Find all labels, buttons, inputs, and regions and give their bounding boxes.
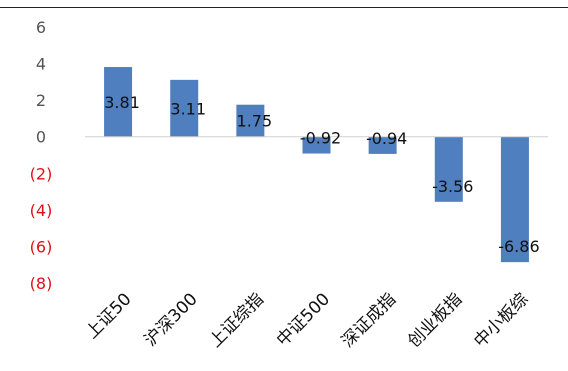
y-tick-label: (4) (30, 201, 53, 220)
data-label: -0.94 (366, 129, 407, 148)
top-rule (0, 7, 568, 8)
x-tick-label: 上证50 (82, 289, 135, 342)
bar (302, 136, 331, 154)
bar (434, 136, 463, 202)
y-tick-label: 6 (36, 18, 46, 37)
x-tick-label: 中小板综 (470, 289, 532, 351)
y-tick-label: 0 (36, 128, 46, 147)
bar (104, 67, 133, 137)
x-tick-label: 中证500 (273, 289, 334, 350)
data-label: -0.92 (300, 129, 341, 148)
bar (368, 136, 397, 154)
data-labels: 3.81 3.11 1.75 -0.92 -0.94 -3.56 -6.86 (104, 93, 539, 256)
x-tick-label: 深证成指 (338, 289, 400, 351)
x-axis-ticks: 上证50 沪深300 上证综指 中证500 深证成指 创业板指 中小板综 (82, 289, 532, 351)
bars (104, 67, 529, 263)
data-label: 1.75 (237, 112, 273, 131)
y-tick-label: (6) (30, 237, 53, 256)
bar (236, 104, 265, 137)
y-tick-label: (8) (30, 274, 53, 293)
data-label: -6.86 (498, 237, 539, 256)
x-tick-label: 创业板指 (404, 289, 466, 351)
y-tick-label: 2 (36, 91, 46, 110)
bar (500, 136, 529, 263)
y-axis-ticks: 6 4 2 0 (2) (4) (6) (8) (30, 18, 53, 293)
y-tick-label: 4 (36, 55, 46, 74)
data-label: -3.56 (432, 177, 473, 196)
x-tick-label: 沪深300 (141, 289, 202, 350)
data-label: 3.11 (170, 99, 206, 118)
bar (170, 79, 199, 137)
data-label: 3.81 (104, 93, 140, 112)
y-tick-label: (2) (30, 164, 53, 183)
x-tick-label: 上证综指 (206, 289, 268, 351)
